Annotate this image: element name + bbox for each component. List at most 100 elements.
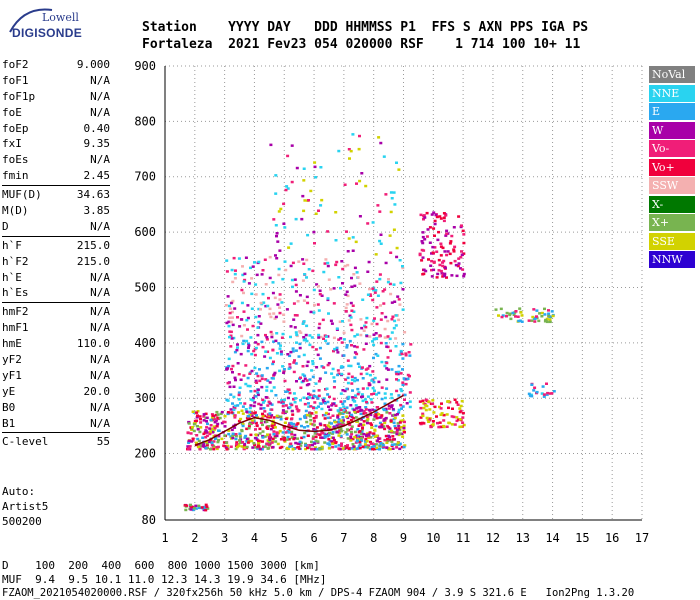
echo-point — [202, 415, 206, 418]
echo-point — [383, 364, 387, 368]
echo-point — [257, 320, 261, 324]
echo-point — [433, 405, 437, 409]
echo-point — [222, 441, 226, 444]
echo-point — [216, 416, 220, 420]
echo-point — [226, 367, 230, 370]
echo-point — [285, 438, 289, 441]
echo-point — [324, 411, 328, 415]
param-value: 34.63 — [76, 188, 110, 202]
echo-point — [396, 441, 400, 444]
echo-point — [260, 448, 264, 451]
echo-point — [353, 335, 357, 338]
param-name: B1 — [2, 416, 16, 430]
echo-point — [350, 432, 354, 436]
param-value: N/A — [90, 368, 110, 382]
echo-point — [231, 371, 234, 374]
echo-point — [542, 393, 546, 396]
echo-point — [357, 424, 361, 427]
param-name: foF1p — [2, 89, 36, 103]
echo-point — [205, 505, 209, 508]
echo-point — [326, 230, 330, 233]
echo-point — [312, 406, 315, 410]
echo-point — [302, 338, 306, 342]
echo-point — [401, 308, 405, 311]
y-tick-label: 400 — [134, 336, 156, 350]
echo-point — [246, 441, 250, 444]
echo-point — [282, 371, 286, 374]
echo-point — [293, 433, 297, 437]
echo-point — [455, 401, 459, 404]
echo-point — [514, 315, 517, 318]
echo-point — [236, 443, 240, 446]
echo-point — [272, 340, 276, 343]
echo-point — [398, 428, 402, 432]
echo-point — [379, 425, 383, 428]
echo-point — [310, 336, 314, 339]
echo-point — [394, 324, 398, 327]
param-name: B0 — [2, 400, 16, 414]
echo-point — [303, 273, 307, 276]
echo-point — [191, 426, 194, 429]
echo-point — [395, 378, 398, 381]
param-row: hmF1 N/A — [2, 320, 110, 336]
echo-point — [252, 404, 256, 408]
echo-point — [226, 399, 230, 402]
echo-point — [255, 273, 259, 277]
echo-point — [439, 269, 443, 273]
echo-point — [355, 434, 359, 437]
echo-point — [341, 402, 345, 406]
echo-point — [237, 257, 241, 260]
echo-point — [250, 369, 254, 373]
echo-point — [408, 354, 412, 357]
echo-point — [337, 447, 341, 450]
echo-point — [350, 378, 354, 382]
echo-point — [196, 414, 199, 417]
echo-point — [452, 226, 456, 229]
echo-point — [393, 416, 397, 420]
echo-point — [259, 301, 263, 305]
echo-point — [242, 339, 246, 343]
echo-point — [312, 423, 316, 427]
echo-point — [339, 400, 343, 403]
echo-point — [337, 338, 341, 341]
echo-point — [226, 444, 230, 448]
echo-point — [320, 365, 324, 368]
echo-point — [340, 372, 344, 376]
echo-point — [240, 429, 244, 433]
echo-point — [364, 406, 368, 409]
echo-point — [430, 268, 433, 272]
auto-program: Artist5 — [2, 500, 49, 513]
echo-point — [189, 426, 193, 429]
echo-point — [328, 408, 332, 411]
echo-point — [267, 435, 271, 438]
echo-point — [264, 350, 268, 353]
echo-point — [205, 441, 209, 445]
echo-point — [312, 230, 316, 234]
echo-point — [358, 443, 362, 446]
param-row: M(D) 3.85 — [2, 203, 110, 219]
echo-point — [202, 443, 206, 446]
echo-point — [319, 402, 323, 405]
param-value: N/A — [90, 270, 110, 284]
echo-point — [285, 308, 289, 311]
echo-point — [225, 448, 229, 451]
echo-point — [371, 287, 375, 290]
echo-point — [401, 381, 405, 384]
echo-point — [429, 264, 433, 267]
echo-point — [289, 325, 293, 328]
echo-point — [307, 402, 310, 405]
echo-point — [359, 423, 363, 426]
echo-point — [345, 387, 349, 391]
echo-point — [401, 414, 405, 417]
echo-point — [271, 362, 275, 366]
echo-point — [317, 309, 321, 312]
echo-point — [400, 389, 404, 393]
echo-point — [204, 503, 208, 507]
echo-point — [372, 392, 376, 395]
echo-point — [306, 446, 309, 450]
y-tick-label: 200 — [134, 447, 156, 461]
echo-point — [356, 410, 360, 413]
echo-point — [376, 294, 380, 297]
echo-point — [283, 436, 287, 440]
echo-point — [340, 260, 344, 263]
